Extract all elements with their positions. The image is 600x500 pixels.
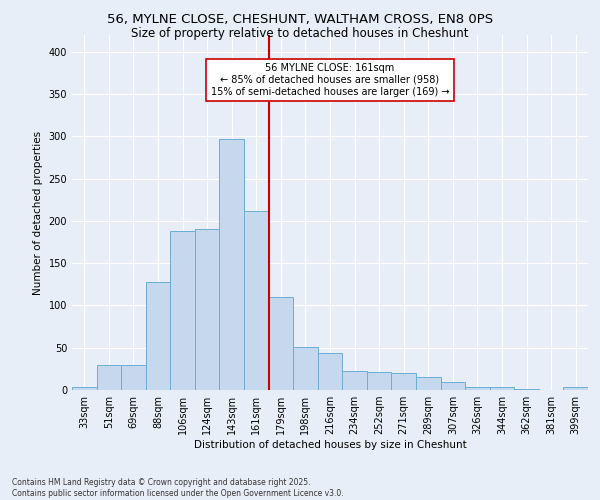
Bar bbox=[170, 231, 195, 390]
Bar bbox=[244, 211, 269, 390]
X-axis label: Distribution of detached houses by size in Cheshunt: Distribution of detached houses by size … bbox=[194, 440, 466, 450]
Bar bbox=[514, 389, 539, 390]
Bar bbox=[220, 139, 244, 390]
Bar bbox=[195, 230, 220, 390]
Text: Contains HM Land Registry data © Crown copyright and database right 2025.
Contai: Contains HM Land Registry data © Crown c… bbox=[12, 478, 344, 498]
Bar bbox=[367, 372, 391, 390]
Bar bbox=[293, 347, 318, 390]
Bar bbox=[416, 378, 440, 390]
Bar bbox=[391, 373, 416, 390]
Bar bbox=[269, 297, 293, 390]
Bar bbox=[563, 386, 588, 390]
Y-axis label: Number of detached properties: Number of detached properties bbox=[33, 130, 43, 294]
Bar bbox=[490, 386, 514, 390]
Text: Size of property relative to detached houses in Cheshunt: Size of property relative to detached ho… bbox=[131, 28, 469, 40]
Bar bbox=[465, 386, 490, 390]
Bar bbox=[342, 372, 367, 390]
Bar bbox=[121, 366, 146, 390]
Text: 56, MYLNE CLOSE, CHESHUNT, WALTHAM CROSS, EN8 0PS: 56, MYLNE CLOSE, CHESHUNT, WALTHAM CROSS… bbox=[107, 12, 493, 26]
Bar bbox=[440, 382, 465, 390]
Bar bbox=[97, 366, 121, 390]
Bar bbox=[146, 282, 170, 390]
Bar bbox=[72, 386, 97, 390]
Bar bbox=[318, 353, 342, 390]
Text: 56 MYLNE CLOSE: 161sqm
← 85% of detached houses are smaller (958)
15% of semi-de: 56 MYLNE CLOSE: 161sqm ← 85% of detached… bbox=[211, 64, 449, 96]
